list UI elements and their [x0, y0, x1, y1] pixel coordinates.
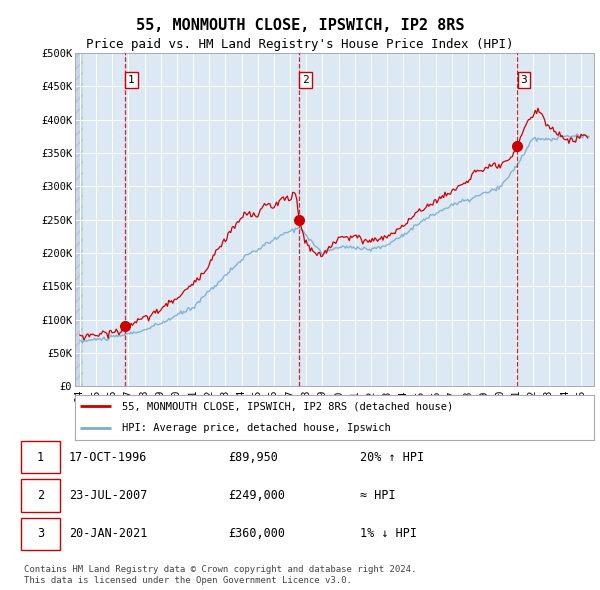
Text: 17-OCT-1996: 17-OCT-1996 — [69, 451, 148, 464]
Text: HPI: Average price, detached house, Ipswich: HPI: Average price, detached house, Ipsw… — [122, 424, 391, 434]
Text: 55, MONMOUTH CLOSE, IPSWICH, IP2 8RS: 55, MONMOUTH CLOSE, IPSWICH, IP2 8RS — [136, 18, 464, 32]
Text: 20-JAN-2021: 20-JAN-2021 — [69, 527, 148, 540]
Text: £249,000: £249,000 — [228, 489, 285, 502]
Text: 1% ↓ HPI: 1% ↓ HPI — [360, 527, 417, 540]
Text: 1: 1 — [37, 451, 44, 464]
Text: Contains HM Land Registry data © Crown copyright and database right 2024.
This d: Contains HM Land Registry data © Crown c… — [24, 565, 416, 585]
Text: Price paid vs. HM Land Registry's House Price Index (HPI): Price paid vs. HM Land Registry's House … — [86, 38, 514, 51]
Bar — [75, 53, 83, 386]
Text: 23-JUL-2007: 23-JUL-2007 — [69, 489, 148, 502]
Text: 20% ↑ HPI: 20% ↑ HPI — [360, 451, 424, 464]
Text: 3: 3 — [37, 527, 44, 540]
Text: 2: 2 — [37, 489, 44, 502]
Text: 55, MONMOUTH CLOSE, IPSWICH, IP2 8RS (detached house): 55, MONMOUTH CLOSE, IPSWICH, IP2 8RS (de… — [122, 401, 453, 411]
Text: 1: 1 — [128, 75, 135, 85]
Text: 3: 3 — [520, 75, 527, 85]
Text: ≈ HPI: ≈ HPI — [360, 489, 395, 502]
Text: £89,950: £89,950 — [228, 451, 278, 464]
Text: £360,000: £360,000 — [228, 527, 285, 540]
Text: 2: 2 — [302, 75, 309, 85]
